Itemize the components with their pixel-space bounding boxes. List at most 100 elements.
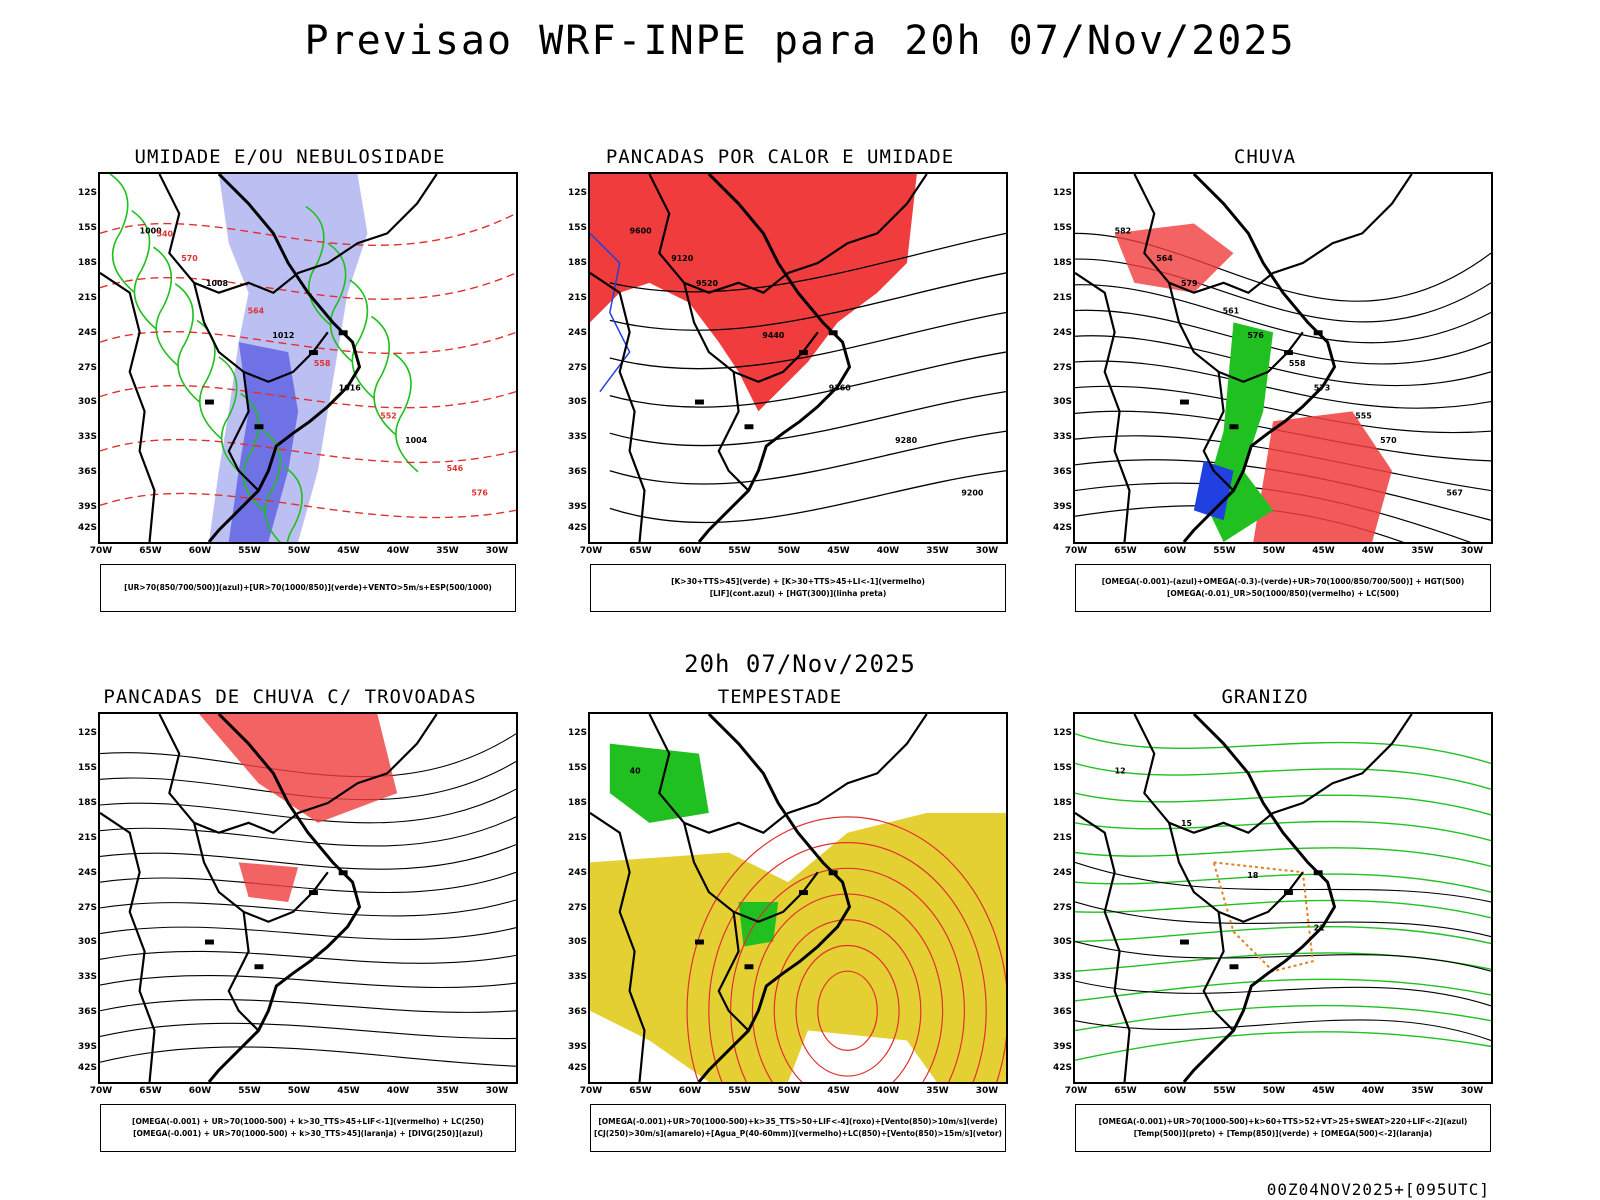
- contour-label: 1016: [339, 384, 362, 393]
- jet-yellow-fill: [590, 812, 1006, 1082]
- panel-legend: [OMEGA(-0.001) + UR>70(1000-500) + k>30_…: [100, 1104, 516, 1152]
- streamline: [100, 926, 516, 940]
- lc850-contour: [817, 970, 878, 1051]
- hgt500-contour: [1075, 385, 1491, 434]
- rain-red-fill: [1253, 411, 1392, 542]
- lon-tick-label: 55W: [728, 546, 751, 556]
- lat-tick-label: 18S: [567, 257, 587, 268]
- lat-tick-label: 24S: [77, 327, 97, 338]
- lat-tick-label: 18S: [567, 797, 587, 808]
- contour-label: 540: [156, 229, 173, 238]
- lon-tick-label: 35W: [926, 546, 949, 556]
- contour-label: 9600: [630, 226, 653, 235]
- contour-label: 9360: [829, 384, 852, 393]
- lon-tick-label: 60W: [188, 546, 212, 556]
- lon-tick-label: 50W: [1262, 546, 1286, 556]
- lat-tick-label: 42S: [77, 1063, 97, 1073]
- country-border: [683, 822, 819, 923]
- map-area: [98, 712, 518, 1084]
- state-marker: [204, 399, 214, 405]
- lon-tick-label: 60W: [1163, 546, 1187, 556]
- green-contour: [218, 356, 245, 477]
- coastline: [207, 714, 362, 1082]
- lon-tick-label: 40W: [876, 546, 900, 556]
- lat-tick-label: 42S: [77, 523, 97, 533]
- temp500-contour: [1075, 861, 1491, 903]
- lon-tick-label: 40W: [876, 1086, 900, 1096]
- longitude-labels: 70W 65W 60W 55W 50W 45W 40W 35W 30W: [580, 1086, 1008, 1100]
- state-marker: [1229, 424, 1239, 430]
- green-contour: [174, 283, 201, 404]
- contour-label: 12: [1115, 766, 1126, 775]
- lat-tick-label: 30S: [567, 937, 587, 948]
- contour-label: 570: [181, 254, 198, 263]
- lon-tick-label: 40W: [1361, 546, 1385, 556]
- contour-label: 21: [1314, 924, 1325, 933]
- wind-green-fill: [609, 743, 709, 823]
- legend-line: [OMEGA(-0.001)-(azul)+OMEGA(-0.3)-(verde…: [1101, 577, 1465, 586]
- state-marker: [308, 890, 318, 896]
- lat-tick-label: 33S: [1052, 972, 1072, 983]
- latitude-labels: 12S 15S 18S 21S 24S 27S 30S 33S 36S 39S 42S: [557, 172, 587, 544]
- contour-label: 9280: [895, 436, 918, 445]
- lat-tick-label: 27S: [1052, 362, 1072, 373]
- lat-tick-label: 39S: [77, 502, 97, 513]
- coastline: [697, 174, 852, 542]
- lon-tick-label: 70W: [1064, 546, 1088, 556]
- legend-line: [Temp(500)](preto) + [Temp(850)](verde) …: [1133, 1129, 1433, 1138]
- green-contour: [109, 174, 136, 294]
- thickness-contour: [100, 385, 516, 409]
- green-contour: [283, 466, 303, 542]
- lon-tick-label: 55W: [238, 546, 261, 556]
- lon-tick-label: 55W: [1213, 546, 1236, 556]
- lc850-contour: [708, 842, 987, 1082]
- state-marker: [254, 964, 264, 970]
- state-marker: [1179, 939, 1189, 945]
- legend-line: [OMEGA(-0.001) + UR>70(1000-500) + k>30_…: [133, 1129, 483, 1138]
- state-marker: [1313, 870, 1323, 876]
- lat-tick-label: 30S: [77, 937, 97, 948]
- lon-tick-label: 45W: [827, 1086, 850, 1096]
- lat-tick-label: 15S: [77, 222, 97, 233]
- temp500-contour: [1075, 901, 1491, 938]
- lat-tick-label: 21S: [1052, 292, 1072, 303]
- green-contour: [196, 319, 223, 440]
- contour-label: 15: [1181, 819, 1192, 828]
- lon-tick-label: 50W: [777, 1086, 801, 1096]
- contour-label: 552: [380, 411, 397, 420]
- lat-tick-label: 39S: [1052, 502, 1072, 513]
- thickness-contour: [100, 492, 516, 519]
- contour-label: 576: [471, 489, 488, 498]
- map-svg: 9600 9520 9440 9360 9280 9200 9120: [590, 174, 1006, 542]
- streamline: [100, 899, 516, 917]
- lat-tick-label: 36S: [1052, 1007, 1072, 1018]
- lc850-contour: [730, 867, 965, 1082]
- lat-tick-label: 30S: [77, 397, 97, 408]
- lc850-contour: [795, 944, 900, 1077]
- lon-tick-label: 35W: [1411, 1086, 1434, 1096]
- green-contour: [392, 352, 419, 473]
- lon-tick-label: 50W: [777, 546, 801, 556]
- lat-tick-label: 33S: [567, 972, 587, 983]
- contour-label: 564: [248, 306, 265, 315]
- valid-time-title: 20h 07/Nov/2025: [684, 650, 916, 678]
- panel-title: PANCADAS POR CALOR E UMIDADE: [605, 146, 955, 168]
- lon-tick-label: 65W: [139, 1086, 162, 1096]
- map-svg: 12 15 18 21: [1075, 714, 1491, 1082]
- lat-tick-label: 21S: [567, 832, 587, 843]
- legend-line: [UR>70(850/700/500)](azul)+[UR>70(1000/8…: [124, 583, 492, 592]
- legend-line: [LIF](cont.azul) + [HGT(300)](linha pret…: [709, 589, 887, 598]
- lc850-contour: [773, 919, 922, 1082]
- lon-tick-label: 60W: [678, 546, 702, 556]
- contour-label: 555: [1355, 411, 1372, 420]
- state-marker: [1283, 350, 1293, 356]
- state-marker: [694, 399, 704, 405]
- thickness-contour: [100, 438, 516, 464]
- lon-tick-label: 35W: [436, 546, 459, 556]
- temp850-contour: [1075, 1004, 1491, 1032]
- lon-tick-label: 45W: [1312, 1086, 1335, 1096]
- longitude-labels: 70W 65W 60W 55W 50W 45W 40W 35W 30W: [1065, 546, 1493, 560]
- map-svg: [100, 714, 516, 1082]
- lat-tick-label: 27S: [77, 362, 97, 373]
- panel-legend: [OMEGA(-0.001)+UR>70(1000-500)+k>60+TTS>…: [1075, 1104, 1491, 1152]
